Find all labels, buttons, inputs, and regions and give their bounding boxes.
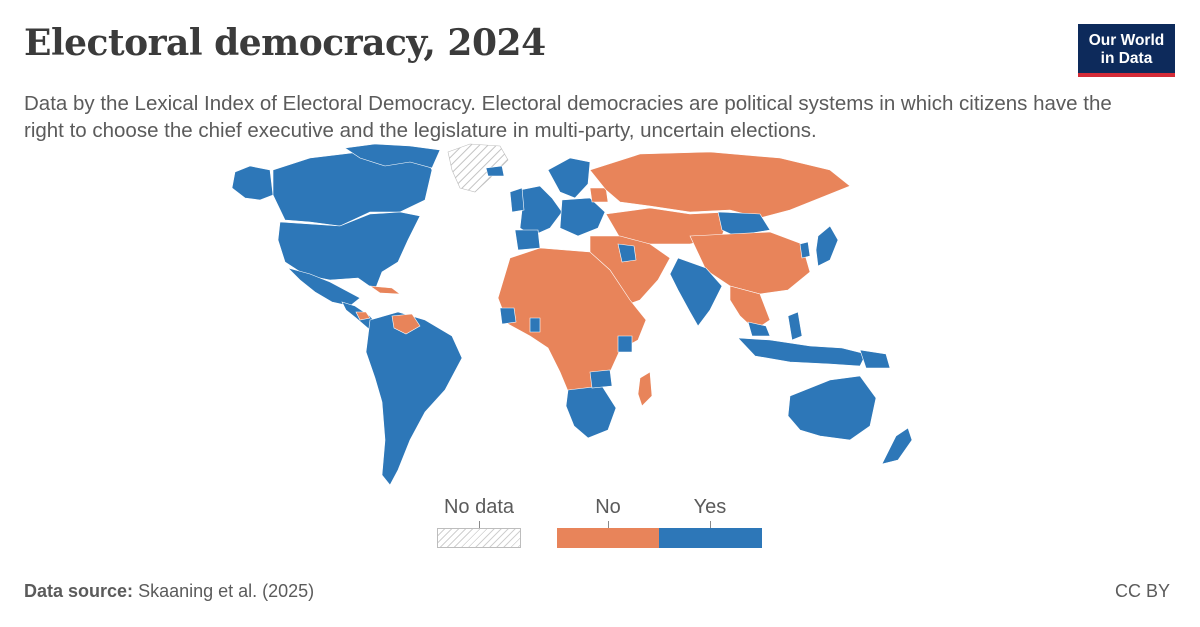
- region-nicaragua[interactable]: [355, 311, 371, 321]
- region-uk[interactable]: [509, 187, 525, 213]
- region-southern-africa[interactable]: [565, 385, 617, 439]
- region-new-zealand[interactable]: [881, 427, 913, 465]
- legend-no-swatch[interactable]: [557, 528, 659, 548]
- region-philippines[interactable]: [787, 311, 803, 341]
- region-kenya[interactable]: [617, 335, 633, 353]
- legend-no-data-swatch: [437, 528, 521, 548]
- region-china[interactable]: [689, 231, 811, 295]
- legend-no-label: No: [595, 496, 621, 518]
- region-ghana[interactable]: [529, 317, 541, 333]
- data-source: Data source: Skaaning et al. (2025): [24, 581, 314, 602]
- region-venezuela[interactable]: [391, 313, 421, 335]
- region-scandinavia[interactable]: [547, 157, 591, 199]
- data-source-link[interactable]: Skaaning et al. (2025): [138, 581, 315, 601]
- region-south-america[interactable]: [365, 311, 463, 486]
- region-greenland[interactable]: [447, 143, 509, 193]
- region-russia[interactable]: [589, 151, 851, 219]
- region-cuba[interactable]: [368, 285, 401, 295]
- owid-logo[interactable]: Our World in Data: [1078, 24, 1175, 77]
- world-map: [231, 143, 913, 486]
- region-australia[interactable]: [787, 375, 877, 441]
- data-source-label: Data source:: [24, 581, 134, 601]
- region-madagascar[interactable]: [637, 371, 653, 407]
- region-malaysia[interactable]: [747, 321, 771, 337]
- region-arctic-islands[interactable]: [344, 143, 441, 169]
- region-zambia[interactable]: [589, 369, 613, 389]
- region-korea[interactable]: [799, 241, 811, 259]
- legend-no-data-tick: [479, 521, 480, 528]
- region-iraq[interactable]: [617, 243, 637, 263]
- region-india[interactable]: [669, 257, 723, 327]
- legend-yes-swatch[interactable]: [659, 528, 762, 548]
- legend-yes-label: Yes: [693, 496, 727, 518]
- region-indonesia[interactable]: [737, 337, 867, 367]
- region-belarus[interactable]: [589, 187, 609, 203]
- chart-subtitle: Data by the Lexical Index of Electoral D…: [24, 92, 1112, 142]
- region-usa[interactable]: [277, 211, 421, 291]
- region-west-africa-yes[interactable]: [499, 307, 517, 325]
- region-mexico[interactable]: [286, 267, 361, 307]
- legend-no-data-label: No data: [443, 496, 515, 518]
- legend-yes-tick: [710, 521, 711, 528]
- region-alaska[interactable]: [231, 165, 274, 201]
- license-link[interactable]: CC BY: [1114, 581, 1170, 601]
- logo-line-1: Our World: [1088, 32, 1165, 49]
- legend-no-tick: [608, 521, 609, 528]
- region-iberia[interactable]: [514, 229, 541, 251]
- region-iceland[interactable]: [485, 165, 505, 177]
- logo-line-2: in Data: [1100, 50, 1153, 67]
- region-europe-west[interactable]: [519, 185, 563, 237]
- chart-title: Electoral democracy, 2024: [24, 22, 546, 64]
- region-japan[interactable]: [815, 225, 839, 267]
- region-papua[interactable]: [859, 349, 891, 369]
- region-europe-east[interactable]: [559, 197, 606, 237]
